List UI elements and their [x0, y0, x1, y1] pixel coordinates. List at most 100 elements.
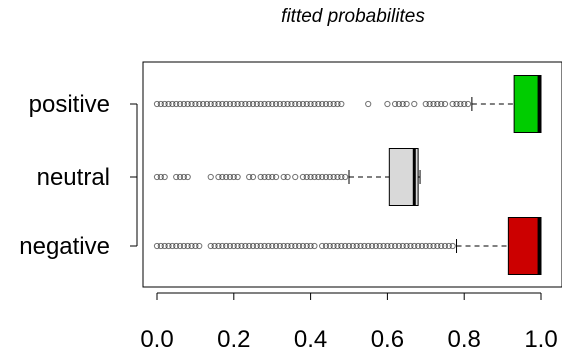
outlier-point — [269, 242, 276, 250]
category-label: negative — [19, 233, 110, 260]
outlier-point — [249, 173, 257, 181]
outlier-point — [330, 100, 337, 108]
plot-area — [153, 75, 542, 275]
outlier-point — [395, 242, 403, 250]
outlier-point — [334, 173, 341, 181]
outlier-point — [215, 100, 222, 108]
outlier-point — [157, 173, 164, 181]
outlier-point — [368, 242, 376, 250]
outlier-point — [415, 242, 422, 250]
outlier-point — [265, 173, 272, 181]
outlier-point — [280, 242, 287, 250]
outlier-point — [242, 242, 249, 250]
outlier-point — [226, 242, 234, 250]
outlier-point — [338, 242, 345, 250]
outlier-point — [226, 100, 234, 108]
outlier-point — [253, 242, 260, 250]
x-tick-label: 0.0 — [140, 326, 173, 353]
outlier-point — [395, 100, 403, 108]
outlier-point — [215, 242, 222, 250]
outlier-point — [184, 100, 191, 108]
outlier-point — [157, 100, 164, 108]
outlier-point — [438, 242, 445, 250]
outlier-point — [257, 100, 264, 108]
outlier-point — [153, 242, 161, 250]
outlier-point — [372, 242, 379, 250]
outlier-point — [326, 100, 333, 108]
outlier-point — [184, 173, 191, 181]
outlier-point — [434, 242, 441, 250]
outlier-point — [457, 100, 464, 108]
outlier-point — [292, 100, 299, 108]
outlier-point — [422, 100, 429, 108]
outlier-point — [173, 173, 180, 181]
outlier-point — [403, 100, 410, 108]
outlier-point — [322, 100, 330, 108]
outlier-point — [426, 242, 433, 250]
outlier-point — [219, 242, 226, 250]
outlier-point — [238, 100, 245, 108]
outlier-point — [438, 100, 445, 108]
outlier-point — [280, 100, 287, 108]
outlier-point — [261, 242, 268, 250]
outlier-point — [441, 100, 449, 108]
outlier-point — [257, 173, 264, 181]
box-series-positive — [153, 75, 542, 133]
outlier-point — [173, 242, 180, 250]
outlier-point — [207, 100, 214, 108]
outlier-point — [292, 242, 299, 250]
x-tick-label: 0.2 — [217, 326, 250, 353]
chart-title: fitted probabilites — [281, 6, 425, 27]
outlier-point — [303, 100, 310, 108]
outlier-point — [180, 100, 187, 108]
outlier-point — [311, 100, 318, 108]
outlier-point — [342, 242, 349, 250]
outlier-point — [292, 173, 299, 181]
outlier-point — [426, 100, 433, 108]
outlier-point — [319, 173, 326, 181]
outlier-point — [326, 242, 333, 250]
outlier-point — [161, 173, 168, 181]
outlier-point — [269, 100, 276, 108]
outlier-point — [380, 242, 387, 250]
outlier-point — [445, 242, 452, 250]
outlier-point — [249, 100, 257, 108]
outlier-point — [192, 100, 199, 108]
outlier-point — [411, 100, 418, 108]
outlier-point — [153, 173, 161, 181]
outlier-point — [411, 242, 418, 250]
outlier-point — [176, 242, 184, 250]
outlier-point — [299, 100, 307, 108]
box-rect — [513, 75, 542, 133]
outlier-point — [449, 242, 456, 250]
outlier-point — [261, 100, 268, 108]
outlier-point — [238, 242, 245, 250]
outlier-point — [311, 173, 318, 181]
outlier-point — [319, 100, 326, 108]
outlier-point — [265, 242, 272, 250]
outlier-point — [188, 242, 195, 250]
outlier-point — [169, 242, 176, 250]
outlier-point — [284, 242, 291, 250]
outlier-point — [276, 100, 283, 108]
outlier-point — [430, 100, 437, 108]
outlier-point — [215, 173, 222, 181]
outlier-point — [430, 242, 437, 250]
outlier-point — [173, 100, 180, 108]
outlier-point — [288, 100, 295, 108]
outlier-point — [157, 242, 164, 250]
outlier-point — [249, 242, 257, 250]
outlier-point — [376, 242, 383, 250]
outlier-point — [403, 242, 410, 250]
outlier-point — [334, 242, 341, 250]
outlier-point — [165, 100, 172, 108]
outlier-point — [338, 173, 345, 181]
outlier-point — [223, 242, 230, 250]
outlier-point — [230, 173, 237, 181]
outlier-point — [207, 173, 214, 181]
outlier-point — [449, 100, 456, 108]
outlier-point — [334, 100, 341, 108]
outlier-point — [265, 100, 272, 108]
outlier-point — [365, 100, 372, 108]
